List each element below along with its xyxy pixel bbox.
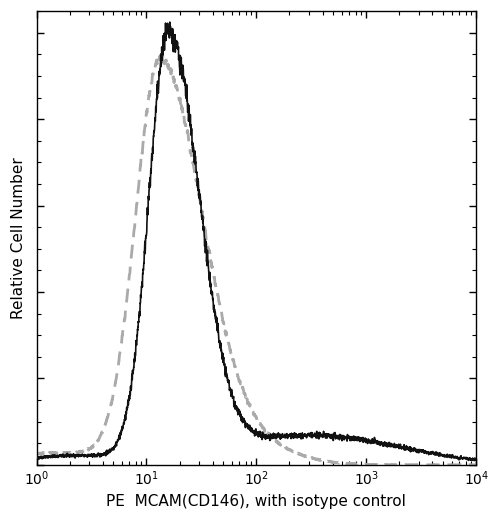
Y-axis label: Relative Cell Number: Relative Cell Number <box>11 157 26 319</box>
X-axis label: PE  MCAM(CD146), with isotype control: PE MCAM(CD146), with isotype control <box>106 494 406 509</box>
